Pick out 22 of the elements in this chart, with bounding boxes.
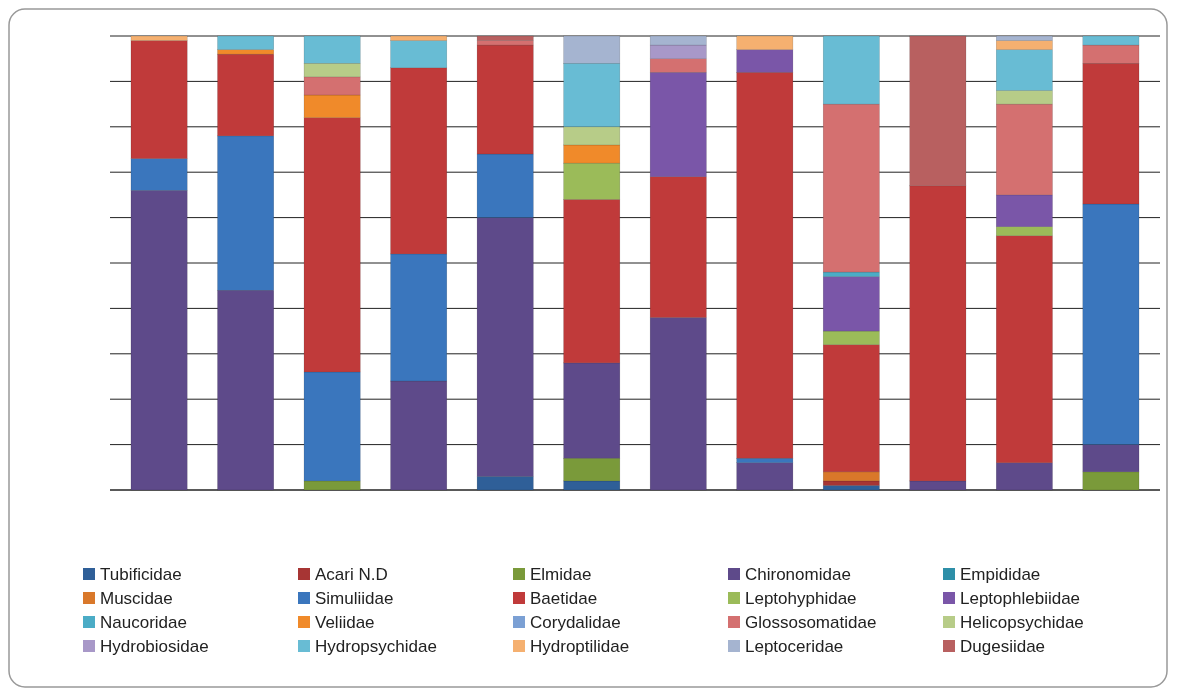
legend-label: Muscidae (100, 588, 173, 608)
legend-label: Dugesiidae (960, 636, 1046, 656)
legend-label: Leptophlebiidae (960, 588, 1081, 608)
legend-label: Glossosomatidae (745, 612, 877, 632)
bar (736, 462, 794, 491)
legend-label: Tubificidae (100, 564, 182, 584)
legend-label: Naucoridae (100, 612, 187, 632)
legend-label: Hydrobiosidae (100, 636, 209, 656)
legend-label: Hydropsychidae (315, 636, 437, 656)
legend-label: Helicopsychidae (960, 612, 1084, 632)
legend-label: Acari N.D (315, 564, 388, 584)
legend-label: Empididae (960, 564, 1041, 584)
legend-label: Corydalidae (530, 612, 621, 632)
bar (822, 485, 880, 491)
legend-label: Elmidae (530, 564, 592, 584)
legend-label: Leptoceridae (745, 636, 844, 656)
legend-label: Simuliidae (315, 588, 394, 608)
legend-label: Chironomidae (745, 564, 851, 584)
legend-label: Baetidae (530, 588, 598, 608)
legend-label: Veliidae (315, 612, 375, 632)
legend-label: Leptohyphidae (745, 588, 857, 608)
legend-label: Hydroptilidae (530, 636, 630, 656)
